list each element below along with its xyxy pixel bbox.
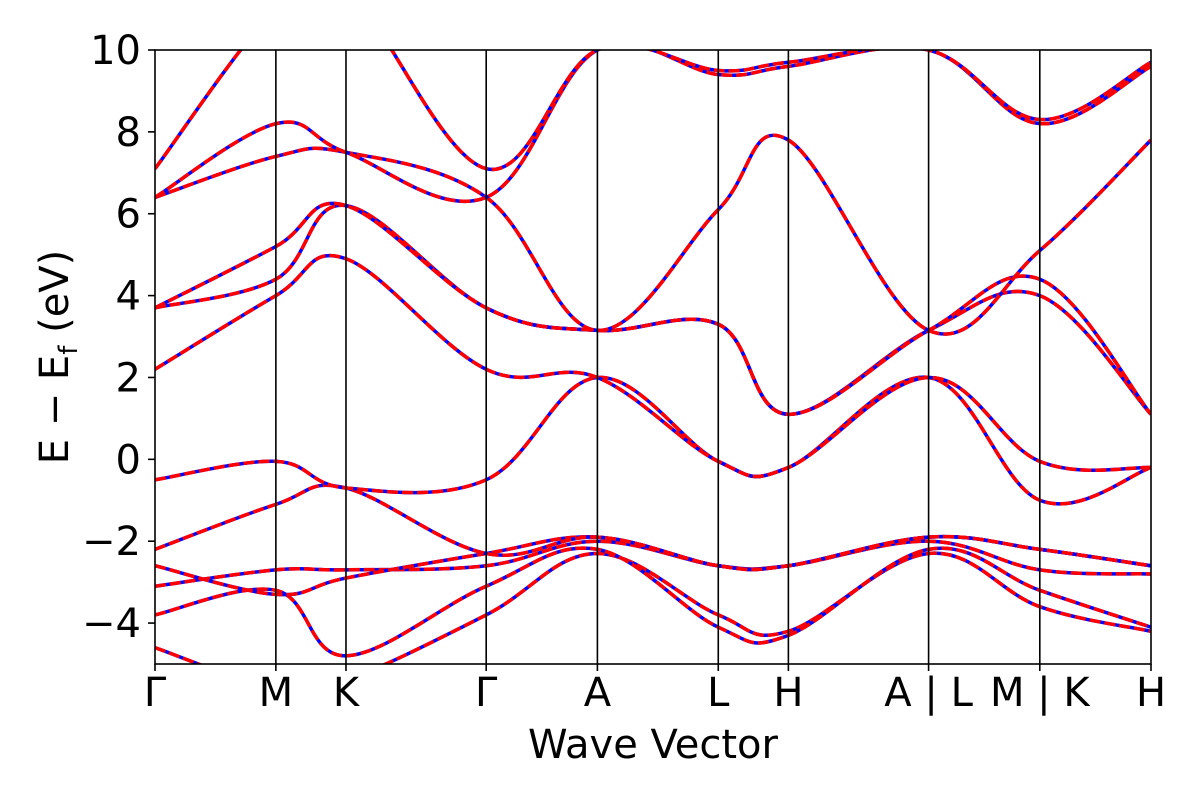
k-point-label: Γ bbox=[144, 670, 167, 716]
y-tick-label: 8 bbox=[116, 110, 141, 156]
y-tick-label: 2 bbox=[116, 355, 141, 401]
k-point-label: H bbox=[1136, 670, 1166, 716]
band-9-red bbox=[155, 201, 1151, 417]
band-6-red bbox=[155, 375, 1151, 506]
band-5-blue bbox=[155, 483, 1151, 572]
y-tick-label: −4 bbox=[82, 601, 141, 647]
k-point-label: L bbox=[707, 670, 730, 716]
band-2-red bbox=[155, 546, 1151, 658]
y-axis-label-main: E − E bbox=[32, 355, 78, 465]
k-point-label: M | K bbox=[990, 670, 1091, 716]
band-8-blue bbox=[155, 203, 1151, 417]
band-1-red bbox=[155, 551, 1151, 664]
band-2-blue bbox=[155, 546, 1151, 658]
k-point-label: H bbox=[773, 670, 803, 716]
band-7-blue bbox=[155, 253, 1151, 479]
band-7-red bbox=[155, 253, 1151, 479]
x-axis-label: Wave Vector bbox=[528, 722, 779, 768]
band-5-red bbox=[155, 483, 1151, 572]
k-point-label: M bbox=[259, 670, 294, 716]
band-6-blue bbox=[155, 375, 1151, 506]
band-11-blue bbox=[155, 50, 1151, 204]
y-axis-label-unit: (eV) bbox=[32, 250, 78, 346]
k-point-label: A bbox=[584, 670, 612, 716]
band-12-blue bbox=[155, 50, 1151, 172]
y-axis: −4 −2 0 2 4 6 8 10 bbox=[82, 28, 155, 647]
k-point-label: A | L bbox=[884, 670, 973, 716]
y-tick-label: 10 bbox=[90, 28, 141, 74]
y-axis-label-subscript: f bbox=[54, 345, 84, 355]
band-9-blue bbox=[155, 201, 1151, 417]
y-tick-label: −2 bbox=[82, 519, 141, 565]
bands-layer bbox=[155, 50, 1151, 664]
band-11-red bbox=[155, 50, 1151, 204]
y-tick-label: 4 bbox=[116, 274, 141, 320]
high-symmetry-lines bbox=[275, 50, 1041, 664]
band-8-red bbox=[155, 203, 1151, 417]
y-tick-label: 0 bbox=[116, 437, 141, 483]
y-tick-label: 6 bbox=[116, 192, 141, 238]
y-axis-label: E − Ef (eV) bbox=[32, 250, 84, 465]
k-point-label: Γ bbox=[475, 670, 498, 716]
band-10-red bbox=[155, 133, 1151, 336]
band-10-blue bbox=[155, 133, 1151, 336]
plot-frame bbox=[154, 49, 1152, 665]
band-12-red bbox=[155, 50, 1151, 172]
k-point-label: K bbox=[333, 670, 361, 716]
